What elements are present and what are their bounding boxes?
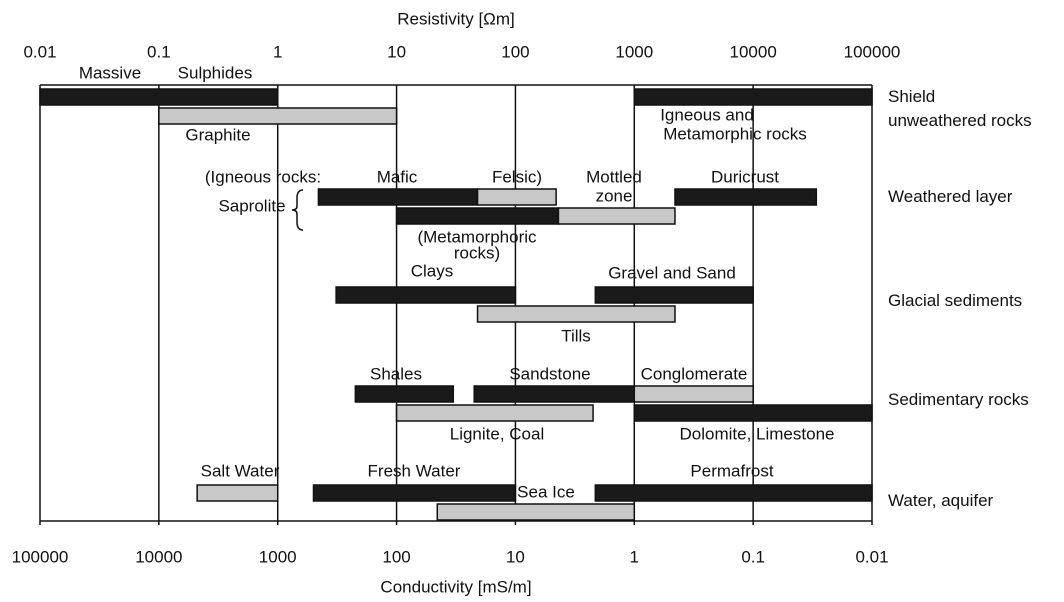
x2-tick-label: 100	[382, 547, 410, 566]
x2-tick-label: 0.1	[741, 547, 765, 566]
category-label: Sedimentary rocks	[888, 390, 1029, 409]
category-line: Shield	[888, 87, 935, 106]
x2-tick-label: 1000	[259, 547, 297, 566]
annotation: Igneous and	[660, 105, 754, 124]
annotation: Massive	[79, 63, 141, 82]
range-bar	[476, 188, 557, 206]
range-bar	[674, 188, 818, 206]
range-bar	[633, 385, 754, 403]
annotation: Shales	[370, 364, 422, 383]
annotation: Tills	[561, 326, 591, 345]
annotation: Dolomite, Limestone	[680, 424, 835, 443]
annotation: (Metamorphoric	[417, 227, 537, 246]
range-bar	[335, 286, 517, 304]
category-label: Water, aquifer	[888, 491, 994, 510]
category-line: unweathered rocks	[888, 111, 1032, 130]
range-bar	[436, 503, 636, 521]
x2-tick-label: 10	[506, 547, 525, 566]
annotation: Duricrust	[711, 167, 779, 186]
annotation: Sandstone	[509, 364, 590, 383]
annotation: rocks)	[454, 243, 500, 262]
annotation: Mafic	[377, 167, 418, 186]
x-tick-label: 1000	[615, 42, 653, 61]
range-bar	[395, 207, 560, 225]
range-bar	[354, 385, 455, 403]
annotation: Felsic)	[492, 167, 542, 186]
x2-axis-title: Conductivity [mS/m]	[380, 577, 531, 596]
range-bar	[312, 484, 517, 502]
annotation: Fresh Water	[368, 461, 461, 480]
range-bar	[39, 88, 279, 106]
x-tick-label: 1	[273, 42, 282, 61]
range-bar	[473, 385, 636, 403]
annotation: Graphite	[185, 125, 250, 144]
annotation: Metamorphic rocks	[663, 124, 807, 143]
x-axis-title: Resistivity [Ωm]	[397, 9, 515, 28]
category-label: Glacial sediments	[888, 291, 1022, 310]
x-tick-label: 0.1	[147, 42, 171, 61]
annotation: Salt Water	[201, 461, 280, 480]
x2-tick-label: 0.01	[855, 547, 888, 566]
category-line: Weathered layer	[888, 187, 1013, 206]
annotation: Lignite, Coal	[450, 424, 545, 443]
annotation: Conglomerate	[641, 364, 748, 383]
x-tick-label: 100000	[844, 42, 901, 61]
range-bar	[557, 207, 676, 225]
range-bar	[594, 484, 873, 502]
range-bar	[633, 404, 873, 422]
annotation: Mottled	[586, 167, 642, 186]
x2-tick-label: 10000	[135, 547, 182, 566]
annotation: Saprolite	[218, 196, 285, 215]
brace	[291, 189, 304, 231]
range-bar	[317, 188, 479, 206]
annotation: Sulphides	[178, 63, 253, 82]
annotation: Sea Ice	[517, 482, 575, 501]
category-line: Glacial sediments	[888, 291, 1022, 310]
category-label: Shield unweathered rocks	[888, 87, 1032, 130]
category-line: Water, aquifer	[888, 491, 994, 510]
range-bar	[158, 107, 398, 125]
x2-tick-label: 1	[630, 547, 639, 566]
annotation: (Igneous rocks:	[205, 167, 321, 186]
annotation: zone	[596, 186, 633, 205]
x2-tick-label: 100000	[12, 547, 69, 566]
category-line: Sedimentary rocks	[888, 390, 1029, 409]
annotation: Permafrost	[690, 461, 773, 480]
annotation: Gravel and Sand	[608, 263, 736, 282]
category-label: Weathered layer	[888, 187, 1013, 206]
range-bar	[196, 484, 279, 502]
x-tick-label: 100	[501, 42, 529, 61]
x-tick-label: 0.01	[23, 42, 56, 61]
x-tick-label: 10	[387, 42, 406, 61]
x-tick-label: 10000	[730, 42, 777, 61]
annotation: Clays	[411, 261, 454, 280]
range-bar	[395, 404, 594, 422]
range-bar	[476, 305, 676, 323]
range-bar	[594, 286, 754, 304]
range-bar	[633, 88, 873, 106]
